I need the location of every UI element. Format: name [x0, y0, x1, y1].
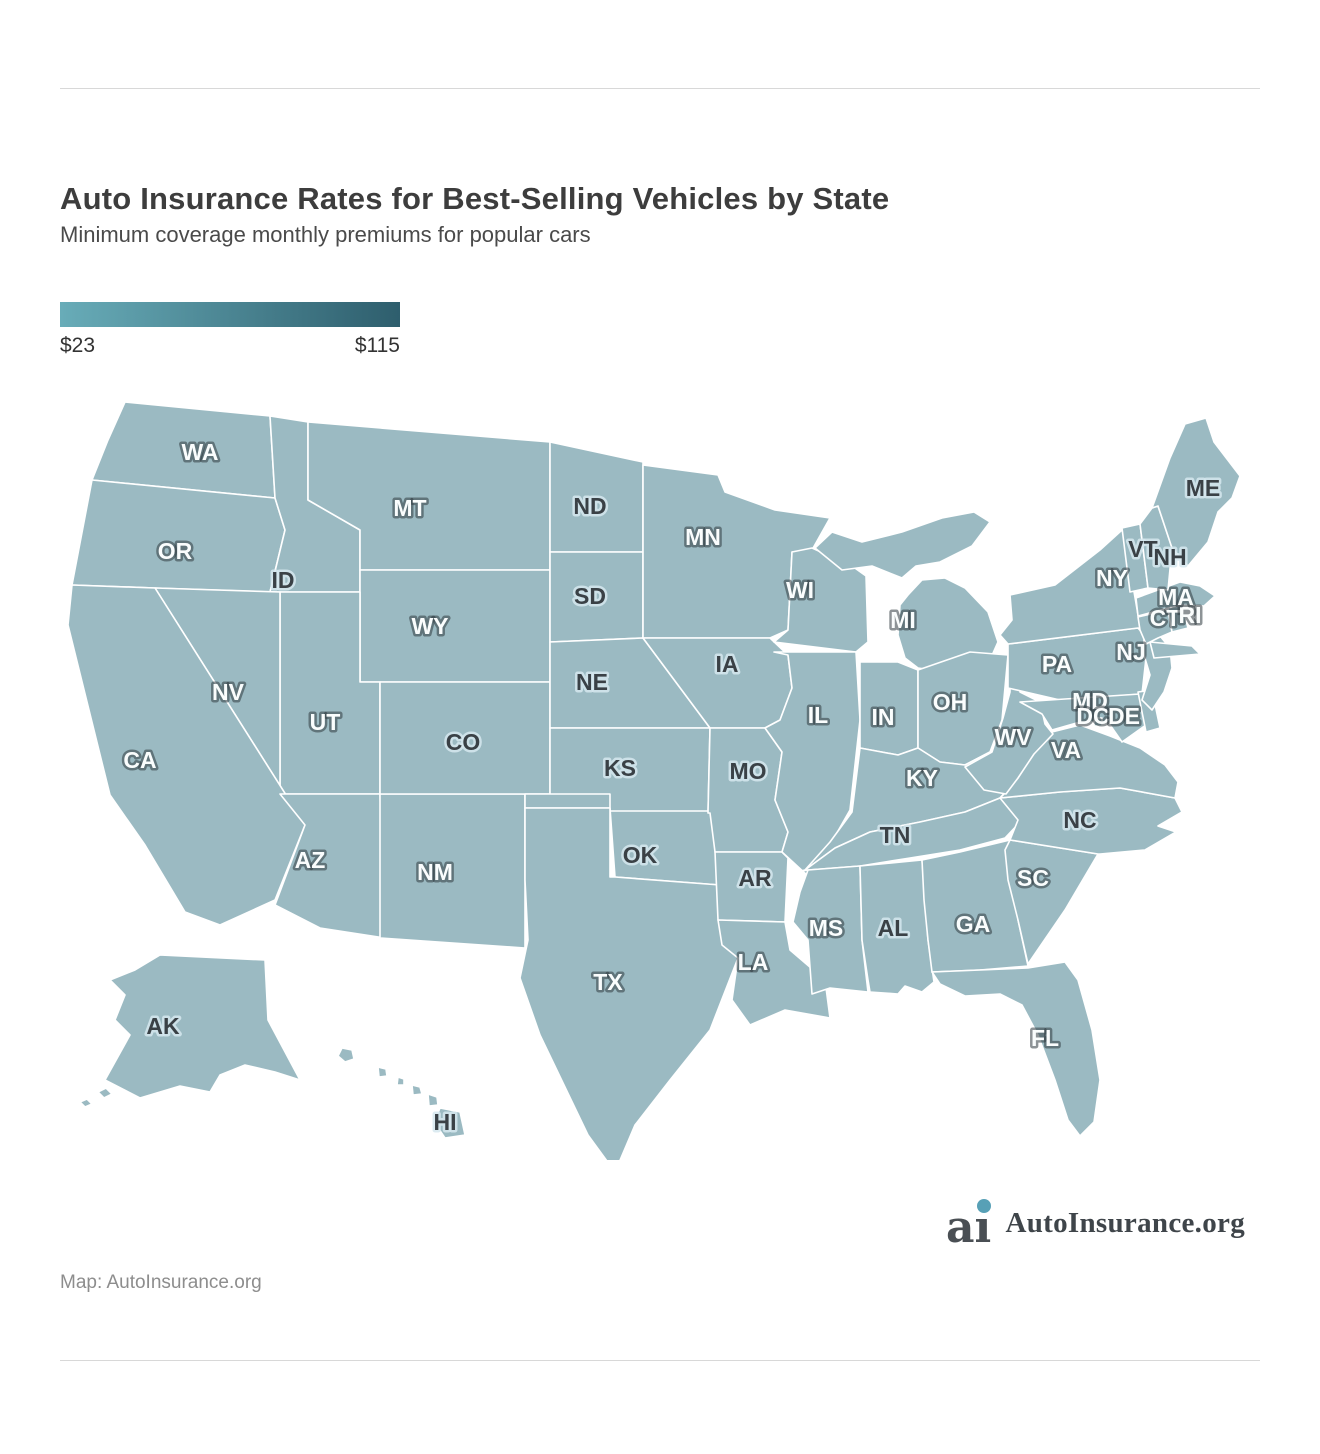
state-label-NC: NC	[1063, 807, 1096, 833]
state-label-DC: DC	[1076, 703, 1109, 729]
state-AK[interactable]	[79, 954, 301, 1108]
state-label-TN: TN	[880, 822, 911, 848]
state-label-NV: NV	[212, 679, 245, 705]
state-label-WV: WV	[994, 724, 1032, 750]
state-label-MO: MO	[729, 758, 766, 784]
legend-gradient-bar	[60, 302, 400, 327]
state-label-ND: ND	[573, 493, 606, 519]
map-source-caption: Map: AutoInsurance.org	[60, 1272, 262, 1293]
state-label-HI: HI	[434, 1109, 457, 1135]
state-label-TX: TX	[593, 969, 623, 995]
us-choropleth-map: WA OR CA NV ID MT WY UT CO AZ NM ND SD NE KS OK TX MN IA MO…	[60, 380, 1260, 1160]
state-label-MT: MT	[393, 495, 426, 521]
state-label-SC: SC	[1017, 865, 1049, 891]
legend-min-label: $23	[60, 334, 96, 357]
state-label-AL: AL	[878, 915, 909, 941]
state-label-AZ: AZ	[295, 847, 326, 873]
state-label-IN: IN	[872, 704, 895, 730]
state-label-IA: IA	[716, 651, 739, 677]
state-label-NM: NM	[417, 859, 453, 885]
state-label-AK: AK	[146, 1013, 180, 1039]
page-title: Auto Insurance Rates for Best-Selling Ve…	[60, 180, 890, 216]
state-label-VT: VT	[1128, 536, 1157, 562]
state-label-KS: KS	[604, 755, 636, 781]
state-label-NJ: NJ	[1116, 639, 1145, 665]
state-OR[interactable]	[71, 479, 286, 593]
state-label-MA: MA	[1158, 584, 1194, 610]
state-TX[interactable]	[519, 807, 739, 1160]
state-CA[interactable]	[67, 584, 306, 926]
page-subtitle: Minimum coverage monthly premiums for po…	[60, 222, 591, 247]
state-label-PA: PA	[1042, 651, 1072, 677]
state-GA[interactable]	[921, 839, 1029, 973]
state-MA[interactable]	[1135, 581, 1216, 617]
state-SC[interactable]	[1004, 839, 1099, 965]
state-label-RI: RI	[1179, 602, 1202, 628]
state-WY[interactable]	[359, 569, 551, 683]
state-FL[interactable]	[931, 961, 1101, 1137]
brand-credit: aı AutoInsurance.org	[945, 1196, 1245, 1250]
autoinsurance-logo-icon: aı	[946, 1199, 992, 1250]
state-label-WA: WA	[181, 439, 218, 465]
state-label-CT: CT	[1150, 605, 1181, 631]
state-label-KY: KY	[906, 765, 938, 791]
state-label-DE: DE	[1108, 703, 1140, 729]
state-label-MS: MS	[809, 915, 844, 941]
state-label-GA: GA	[956, 911, 991, 937]
state-label-FL: FL	[1031, 1025, 1059, 1051]
state-label-CA: CA	[123, 747, 156, 773]
state-label-NY: NY	[1096, 565, 1128, 591]
state-AR[interactable]	[714, 851, 789, 923]
state-label-MI: MI	[890, 607, 916, 633]
state-label-WY: WY	[411, 613, 448, 639]
bottom-divider	[60, 1360, 1260, 1361]
state-label-LA: LA	[738, 949, 769, 975]
state-label-OK: OK	[623, 842, 658, 868]
state-label-VA: VA	[1051, 737, 1081, 763]
state-label-WI: WI	[786, 577, 814, 603]
state-ME[interactable]	[1151, 417, 1241, 567]
state-LA[interactable]	[717, 919, 831, 1026]
logo-wordmark: AutoInsurance.org	[1005, 1206, 1245, 1239]
us-map: WA OR CA NV ID MT WY UT CO AZ NM ND SD NE KS OK TX MN IA MO…	[67, 401, 1241, 1160]
state-IL[interactable]	[764, 651, 861, 877]
state-label-NH: NH	[1153, 544, 1186, 570]
state-label-ME: ME	[1186, 475, 1221, 501]
state-label-ID: ID	[272, 567, 295, 593]
state-label-MN: MN	[685, 524, 721, 550]
state-HI[interactable]	[337, 1047, 466, 1139]
state-label-AR: AR	[738, 865, 772, 891]
state-label-UT: UT	[310, 709, 341, 735]
state-label-SD: SD	[574, 583, 606, 609]
state-label-OH: OH	[933, 689, 968, 715]
legend-max-label: $115	[354, 334, 400, 357]
state-label-CO: CO	[446, 729, 481, 755]
state-label-OR: OR	[158, 538, 193, 564]
legend-labels: $23 $115	[60, 334, 400, 358]
state-label-MD: MD	[1072, 688, 1108, 714]
state-label-NE: NE	[576, 669, 608, 695]
state-label-IL: IL	[808, 702, 828, 728]
state-DC[interactable]	[1093, 717, 1103, 727]
top-divider	[60, 88, 1260, 89]
